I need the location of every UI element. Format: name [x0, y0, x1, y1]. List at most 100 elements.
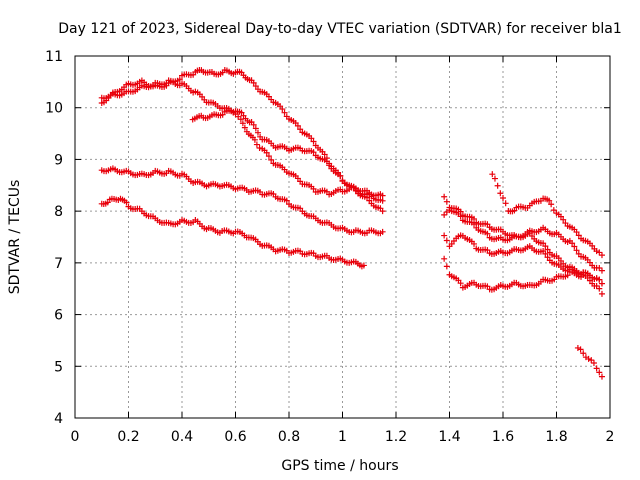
- data-point: [544, 246, 551, 253]
- data-point: [176, 76, 183, 83]
- series-arc-4: [98, 165, 386, 237]
- data-point: [598, 373, 605, 380]
- x-tick-label: 1.8: [545, 429, 567, 445]
- data-point: [546, 197, 553, 204]
- y-tick-label: 8: [54, 204, 63, 220]
- data-point: [253, 141, 260, 148]
- data-point: [323, 158, 330, 165]
- y-tick-label: 4: [54, 411, 63, 427]
- data-point: [491, 175, 498, 182]
- x-tick-label: 0.6: [224, 429, 246, 445]
- data-point: [441, 255, 448, 262]
- data-point: [596, 249, 603, 256]
- data-point: [573, 229, 580, 236]
- data-point: [564, 272, 571, 279]
- data-point: [573, 247, 580, 254]
- data-point: [502, 200, 509, 207]
- chart-title: Day 121 of 2023, Sidereal Day-to-day VTE…: [58, 21, 621, 37]
- data-point: [441, 193, 448, 200]
- data-point: [360, 262, 367, 269]
- data-point: [550, 207, 557, 214]
- grid: [75, 56, 610, 418]
- data-point: [250, 121, 257, 128]
- data-point: [252, 83, 259, 90]
- data-point: [575, 232, 582, 239]
- data-point: [571, 243, 578, 250]
- x-tick-label: 0.8: [278, 429, 300, 445]
- x-tick-label: 1: [338, 429, 347, 445]
- data-points: [98, 66, 605, 380]
- data-point: [489, 171, 496, 178]
- data-point: [471, 240, 478, 247]
- data-point: [337, 173, 344, 180]
- data-point: [598, 280, 605, 287]
- data-point: [308, 135, 315, 142]
- data-point: [237, 116, 244, 123]
- data-point: [250, 79, 257, 86]
- data-point: [297, 126, 304, 133]
- data-point: [580, 350, 587, 357]
- data-point: [123, 199, 130, 206]
- data-point: [294, 122, 301, 129]
- data-point: [560, 216, 567, 223]
- series-arc-5: [98, 195, 367, 270]
- data-point: [544, 254, 551, 261]
- data-point: [596, 264, 603, 271]
- data-point: [484, 283, 491, 290]
- data-point: [471, 215, 478, 222]
- data-point: [379, 208, 386, 215]
- series-arc-11: [574, 344, 605, 380]
- x-tick-label: 1.2: [385, 429, 407, 445]
- series-arc-9: [441, 255, 605, 297]
- data-point: [598, 290, 605, 297]
- data-point: [497, 190, 504, 197]
- data-point: [598, 252, 605, 259]
- data-point: [310, 149, 317, 156]
- data-point: [251, 136, 258, 143]
- x-tick-labels: 0 0.2 0.4 0.6 0.8 1 1.2 1.4 1.6 1.8 2: [71, 429, 615, 445]
- data-point: [443, 198, 450, 205]
- data-point: [598, 267, 605, 274]
- data-point: [596, 285, 603, 292]
- data-point: [252, 125, 259, 132]
- x-tick-label: 1.6: [492, 429, 514, 445]
- x-tick-label: 0: [71, 429, 80, 445]
- data-point: [593, 365, 600, 372]
- x-tick-label: 2: [606, 429, 615, 445]
- data-point: [500, 195, 506, 202]
- data-point: [596, 276, 603, 283]
- data-point: [443, 263, 450, 270]
- data-point: [268, 156, 275, 163]
- data-point: [585, 355, 592, 362]
- data-point: [588, 357, 595, 364]
- data-point: [310, 138, 317, 145]
- data-point: [379, 228, 386, 235]
- data-point: [542, 243, 549, 250]
- y-tick-label: 6: [54, 308, 63, 324]
- data-point: [457, 280, 464, 287]
- axis-ticks: [74, 55, 611, 419]
- data-point: [265, 153, 272, 160]
- data-point: [542, 250, 549, 257]
- data-point: [310, 185, 317, 192]
- data-point: [379, 192, 386, 199]
- data-point: [484, 221, 491, 228]
- data-point: [593, 275, 600, 282]
- data-point: [281, 109, 288, 116]
- data-point: [321, 151, 328, 158]
- x-axis-label: GPS time / hours: [281, 458, 398, 474]
- data-point: [283, 197, 290, 204]
- data-point: [484, 247, 491, 254]
- x-tick-label: 0.2: [117, 429, 139, 445]
- data-point: [577, 346, 584, 353]
- series-arc-10: [489, 171, 605, 259]
- data-point: [241, 124, 248, 131]
- data-point: [569, 240, 576, 247]
- data-point: [441, 232, 448, 239]
- data-point: [326, 162, 333, 169]
- data-point: [596, 369, 603, 376]
- data-point: [379, 197, 386, 204]
- data-point: [494, 182, 501, 189]
- y-tick-label: 7: [54, 256, 63, 272]
